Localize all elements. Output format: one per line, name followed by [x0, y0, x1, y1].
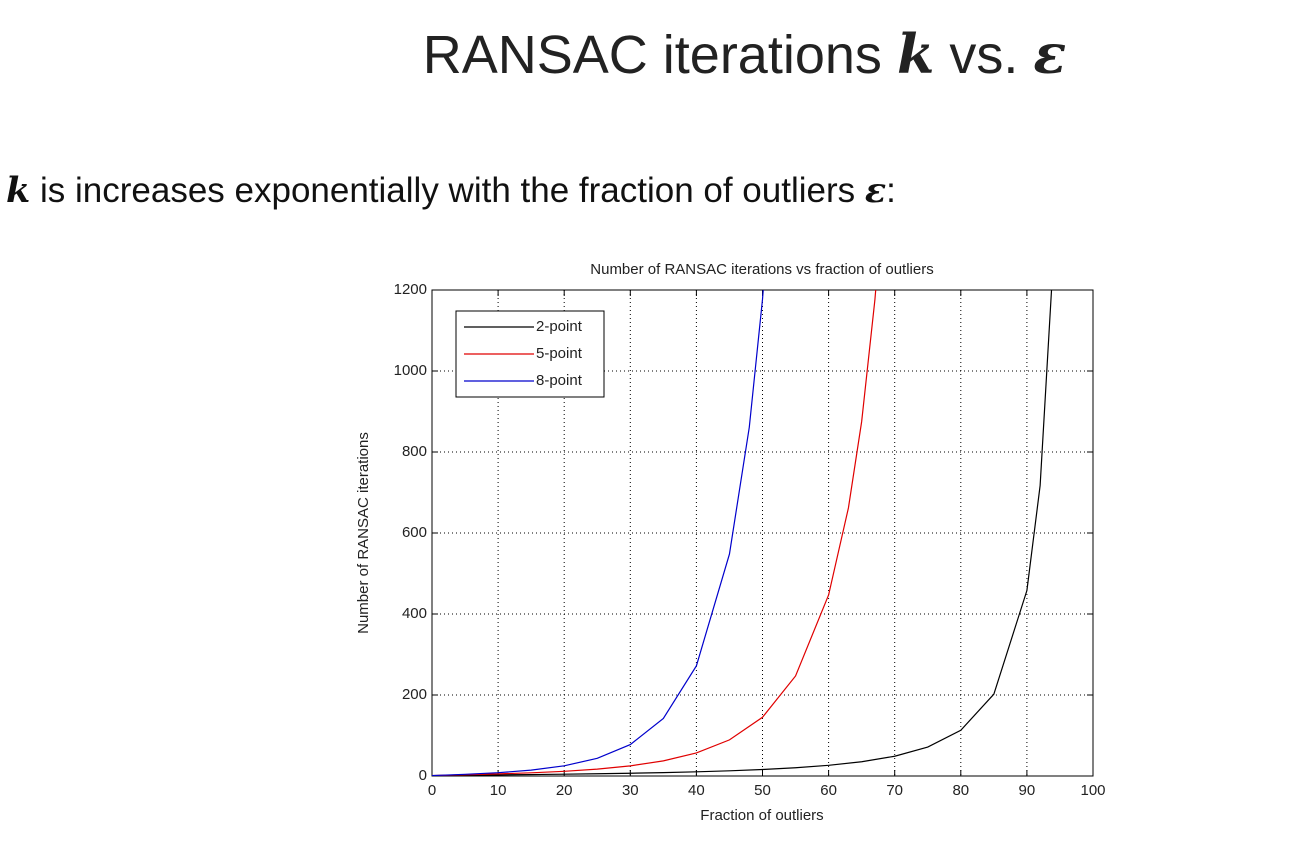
- y-axis-label: Number of RANSAC iterations: [355, 432, 372, 634]
- sub-epsilon: ε: [864, 170, 887, 211]
- slide-subtitle: k is increases exponentially with the fr…: [6, 170, 896, 211]
- x-tick-label: 60: [820, 782, 837, 799]
- y-tick-label: 200: [402, 686, 427, 703]
- chart-title: Number of RANSAC iterations vs fraction …: [590, 261, 933, 278]
- x-tick-label: 100: [1080, 782, 1105, 799]
- y-tick-label: 600: [402, 524, 427, 541]
- y-tick-label: 800: [402, 443, 427, 460]
- title-epsilon: ε: [1033, 22, 1067, 86]
- plot-lines: [432, 290, 1053, 776]
- legend-label: 5-point: [536, 345, 583, 362]
- legend-label: 8-point: [536, 372, 583, 389]
- series-line: [432, 290, 764, 776]
- title-vs: vs.: [949, 25, 1019, 85]
- slide-title: RANSAC iterations k vs. ε: [0, 22, 1289, 86]
- sub-text: is increases exponentially with the frac…: [40, 171, 856, 210]
- title-k: k: [896, 22, 935, 86]
- y-tick-label: 400: [402, 605, 427, 622]
- sub-k: k: [6, 170, 31, 211]
- x-axis-label: Fraction of outliers: [700, 807, 823, 824]
- x-tick-label: 30: [622, 782, 639, 799]
- x-tick-label: 70: [886, 782, 903, 799]
- title-text: RANSAC iterations: [422, 25, 882, 85]
- sub-colon: :: [886, 171, 896, 210]
- y-tick-label: 0: [419, 767, 427, 784]
- x-tick-label: 50: [754, 782, 771, 799]
- x-tick-label: 20: [556, 782, 573, 799]
- axes-frame: [431, 289, 1094, 777]
- series-line: [432, 290, 1053, 776]
- y-tick-label: 1000: [394, 362, 427, 379]
- x-tick-label: 10: [490, 782, 507, 799]
- y-tick-label: 1200: [394, 281, 427, 298]
- x-tick-label: 90: [1019, 782, 1036, 799]
- x-tick-label: 0: [428, 782, 436, 799]
- x-tick-label: 80: [952, 782, 969, 799]
- legend-label: 2-point: [536, 318, 583, 335]
- series-line: [432, 290, 877, 776]
- x-tick-label: 40: [688, 782, 705, 799]
